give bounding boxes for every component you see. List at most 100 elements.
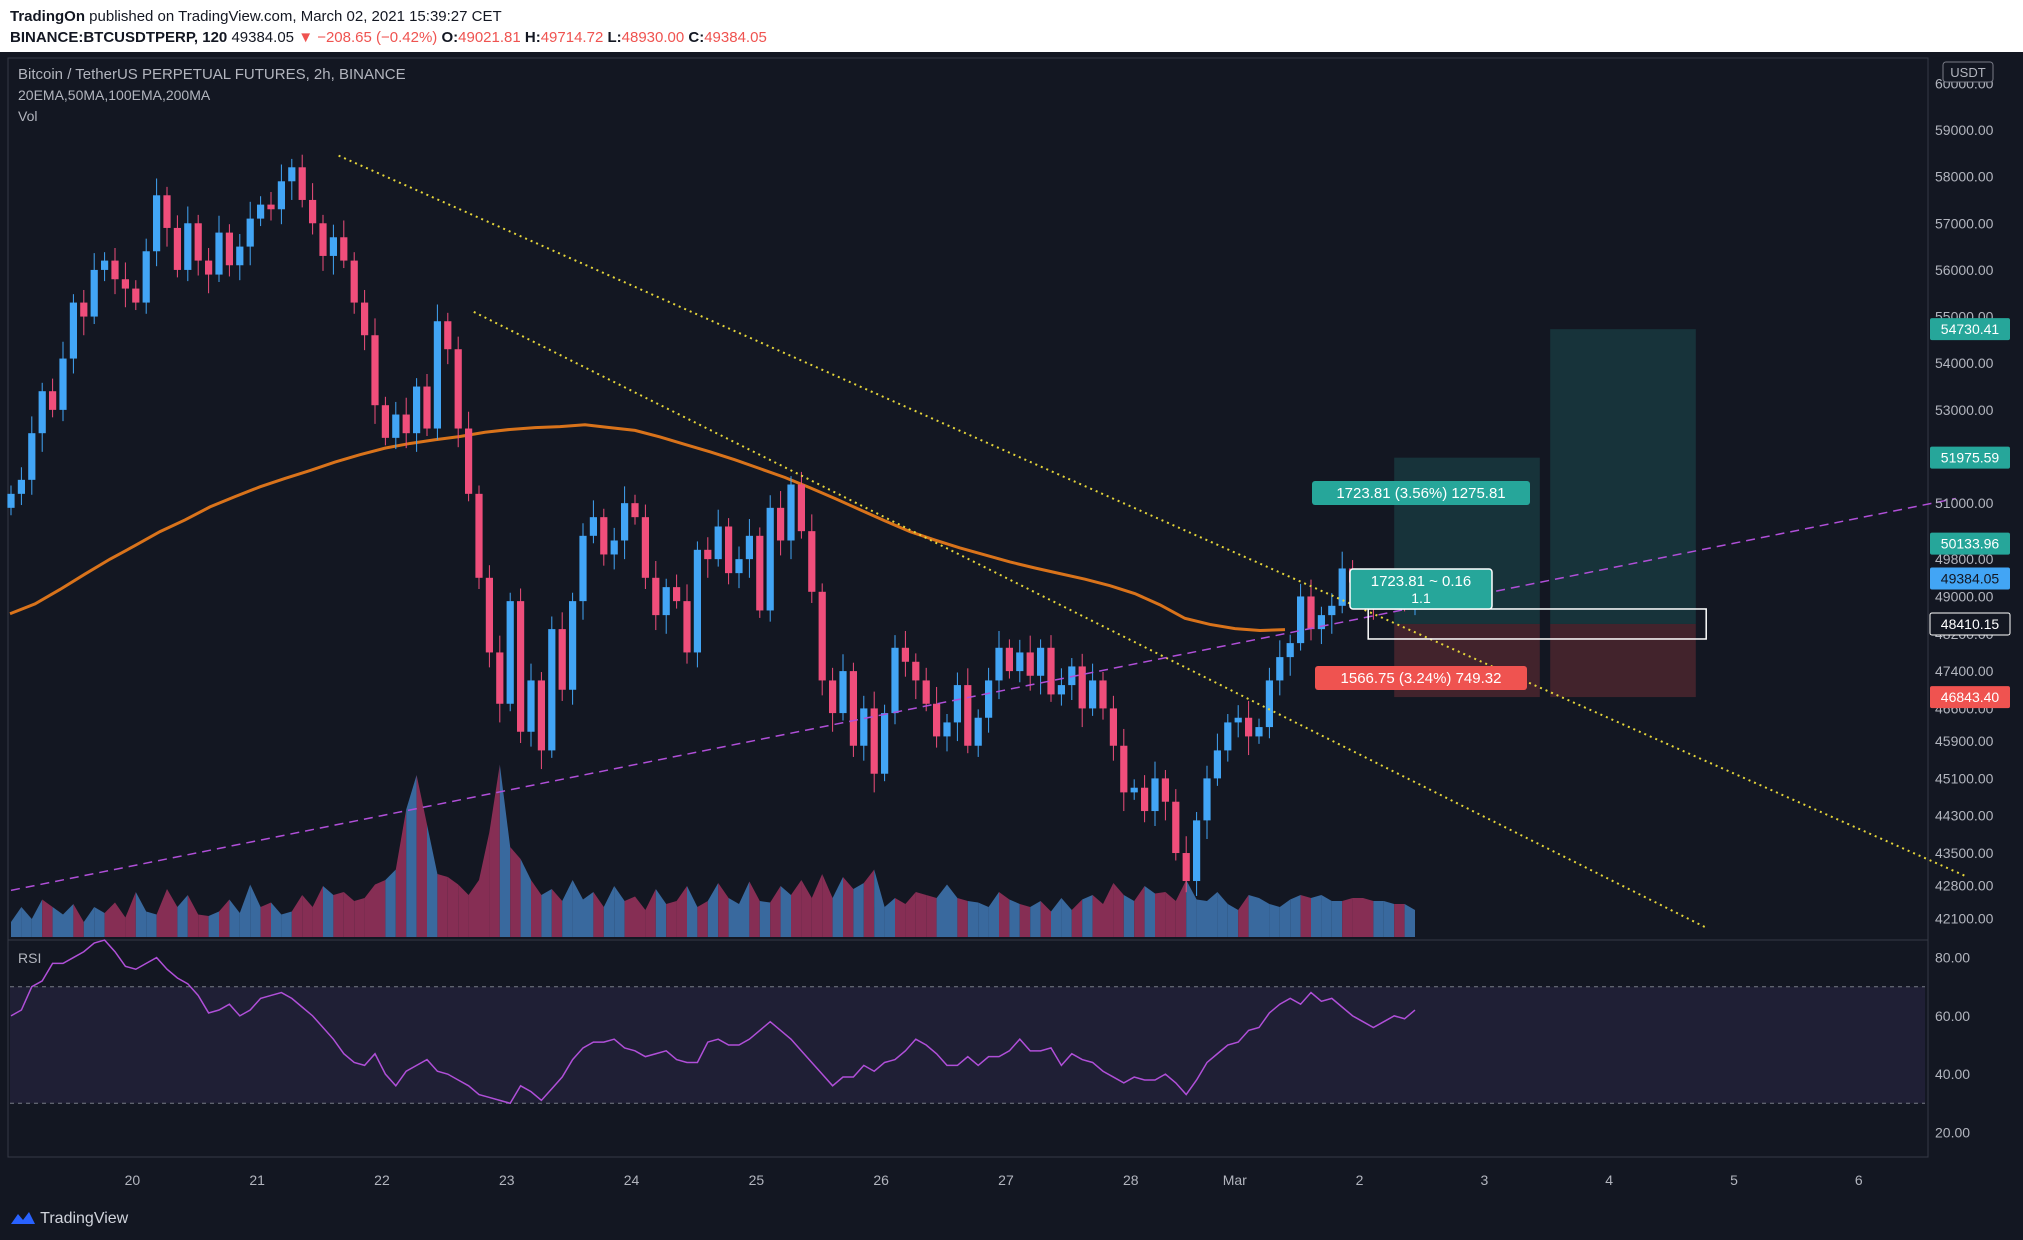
volume-bar	[1123, 895, 1135, 937]
volume-bar	[541, 889, 552, 937]
price-tag-last	[1930, 567, 2010, 590]
candle-body	[246, 218, 254, 247]
candle-body	[59, 358, 67, 410]
trendline-rising-channel	[10, 497, 1956, 892]
volume-bar	[260, 902, 271, 937]
volume-bar	[21, 907, 32, 937]
candle-body	[1255, 727, 1263, 737]
candle-body	[839, 671, 847, 714]
volume-bar	[312, 886, 323, 937]
candle-body	[423, 386, 431, 429]
price-chart[interactable]: 42100.00 42800.00 43500.00 44300.00 45100.00…	[0, 52, 2023, 1202]
volume-bar	[437, 874, 448, 937]
legend-vol: Vol	[18, 108, 38, 124]
volume-bar	[1092, 895, 1103, 937]
rsi-tick-label: 40.00	[1935, 1066, 1970, 1082]
candle-body	[1161, 778, 1169, 802]
publisher-name[interactable]: TradingOn	[10, 8, 85, 25]
candle-body	[1328, 605, 1336, 616]
legend-rsi: RSI	[18, 950, 42, 966]
candle-body	[1057, 685, 1065, 695]
volume-bar	[1383, 901, 1395, 937]
volume-bar	[999, 892, 1010, 937]
candle-body	[413, 386, 421, 434]
date-tick-label: 22	[374, 1172, 390, 1188]
high-value: 49714.72	[540, 29, 604, 46]
target-label-text: 1723.81 (3.56%) 1275.81	[1336, 485, 1505, 502]
volume-bar	[915, 892, 927, 937]
volume-bar	[333, 892, 344, 937]
date-tick-label: 4	[1605, 1172, 1613, 1188]
volume-bar	[177, 895, 188, 937]
open-label: O:	[441, 29, 459, 46]
candle-body	[28, 433, 36, 480]
candle-body	[80, 302, 88, 317]
price-tick-label: 45100.00	[1935, 770, 1994, 786]
volume-bar	[187, 895, 199, 937]
price-tag-entry	[1929, 612, 2011, 636]
volume-bar	[1019, 904, 1031, 937]
candle-body	[569, 601, 577, 690]
candle-body	[527, 680, 535, 732]
position-target-zone	[1550, 329, 1696, 624]
volume-bar	[125, 892, 136, 937]
candle-body	[194, 223, 202, 261]
volume-bar	[947, 884, 958, 937]
volume-bar	[822, 874, 833, 937]
volume-bar	[167, 889, 178, 937]
volume-bar	[208, 911, 219, 937]
currency-label: USDT	[1950, 65, 1985, 80]
price-tick-label: 54000.00	[1935, 355, 1994, 371]
price-tag-target	[1930, 532, 2010, 555]
candle-body	[392, 414, 400, 438]
candle-body	[111, 260, 119, 280]
candle-body	[1297, 596, 1305, 644]
volume-bar	[645, 889, 656, 937]
tradingview-logo[interactable]: TradingView	[10, 1210, 128, 1228]
candle-body	[725, 526, 733, 574]
candle-body	[714, 526, 722, 560]
volume-bar	[1082, 895, 1093, 937]
volume-bar	[1352, 898, 1363, 937]
candle-body	[1182, 853, 1190, 882]
candle-body	[288, 167, 296, 182]
candle-body	[881, 713, 889, 774]
volume-bar	[1331, 901, 1343, 937]
volume-bar	[219, 899, 230, 937]
candle-body	[1047, 647, 1055, 695]
candle-body	[485, 577, 493, 653]
close-value: 49384.05	[704, 29, 767, 46]
volume-bar	[135, 892, 147, 937]
candle-body	[153, 195, 161, 252]
price-tick-label: 56000.00	[1935, 262, 1994, 278]
price-tick-label: 47400.00	[1935, 663, 1994, 679]
candle-body	[537, 680, 545, 751]
volume-bar	[156, 889, 167, 937]
volume-bar	[1300, 895, 1311, 937]
date-tick-label: Mar	[1223, 1172, 1247, 1188]
price-tick-label: 42100.00	[1935, 910, 1994, 926]
price-tick-label: 58000.00	[1935, 169, 1994, 185]
volume-bar	[759, 901, 771, 937]
candle-body	[964, 685, 972, 746]
candle-body	[361, 302, 369, 336]
date-tick-label: 28	[1123, 1172, 1139, 1188]
volume-bar	[863, 869, 875, 937]
plot-frame	[7, 57, 1929, 1158]
volume-bar	[1165, 892, 1176, 937]
volume-bar	[229, 899, 240, 937]
candle-body	[641, 517, 649, 578]
volume-bar	[624, 896, 635, 937]
volume-bar	[63, 904, 74, 937]
volume-bar	[406, 775, 417, 937]
volume-bar	[1040, 901, 1051, 937]
candle-body	[371, 335, 379, 406]
volume-bar	[936, 884, 947, 937]
volume-bar	[1238, 895, 1249, 937]
volume-bar	[895, 898, 906, 937]
volume-bar	[1217, 892, 1228, 937]
rsi-line	[10, 939, 1416, 1105]
price-tick-label: 42800.00	[1935, 878, 1994, 894]
rsi-band-fill	[10, 986, 1925, 1104]
volume-bar	[250, 884, 261, 937]
